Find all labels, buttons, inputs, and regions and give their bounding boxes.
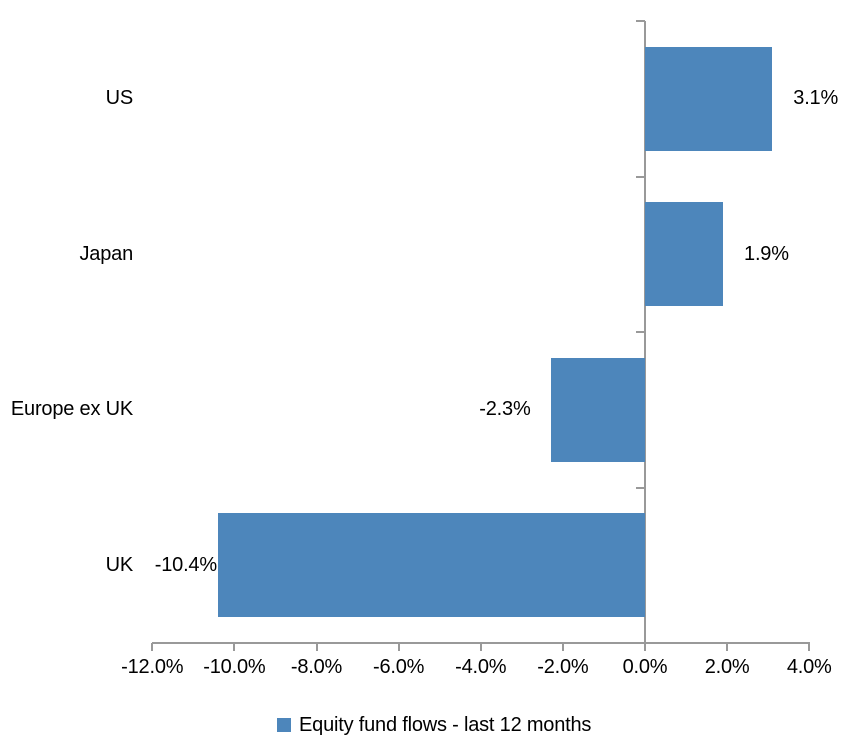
category-tick [636,175,645,178]
x-tick [644,643,646,651]
x-tick [561,643,564,651]
x-tick [397,643,400,651]
x-tick-label: -4.0% [455,656,507,678]
x-tick-label: -12.0% [121,656,184,678]
bar-value-label: -2.3% [479,398,531,421]
x-tick [808,643,811,651]
x-tick [315,643,318,651]
x-tick [726,643,729,651]
y-axis-line [644,21,646,651]
legend-label: Equity fund flows - last 12 months [299,714,592,736]
x-tick [479,643,482,651]
bar-us [645,46,773,151]
x-tick [233,643,236,651]
legend-swatch-icon [277,718,291,732]
category-label: UK [105,553,134,576]
bar-value-label: 3.1% [793,87,839,110]
x-tick-label: -8.0% [290,656,343,678]
chart-legend: Equity fund flows - last 12 months [277,711,591,739]
x-tick [151,643,154,651]
x-tick-label: -10.0% [203,656,266,678]
category-tick [636,331,645,333]
x-tick-label: -2.0% [537,656,589,678]
x-tick-label: -6.0% [373,656,425,678]
x-tick-label: 2.0% [704,656,750,678]
bar-value-label: -10.4% [154,553,217,576]
category-tick [636,642,645,644]
x-tick-label: 4.0% [786,656,832,678]
bar-europe-ex-uk [550,357,645,462]
category-label: US [105,87,134,110]
category-label: Europe ex UK [10,398,133,421]
category-tick [636,20,645,22]
bar-value-label: 1.9% [744,242,789,265]
x-tick-label: 0.0% [622,656,668,678]
bar-uk [217,513,645,618]
category-label: Japan [79,242,134,265]
category-tick [636,486,645,489]
bar-japan [645,202,724,307]
